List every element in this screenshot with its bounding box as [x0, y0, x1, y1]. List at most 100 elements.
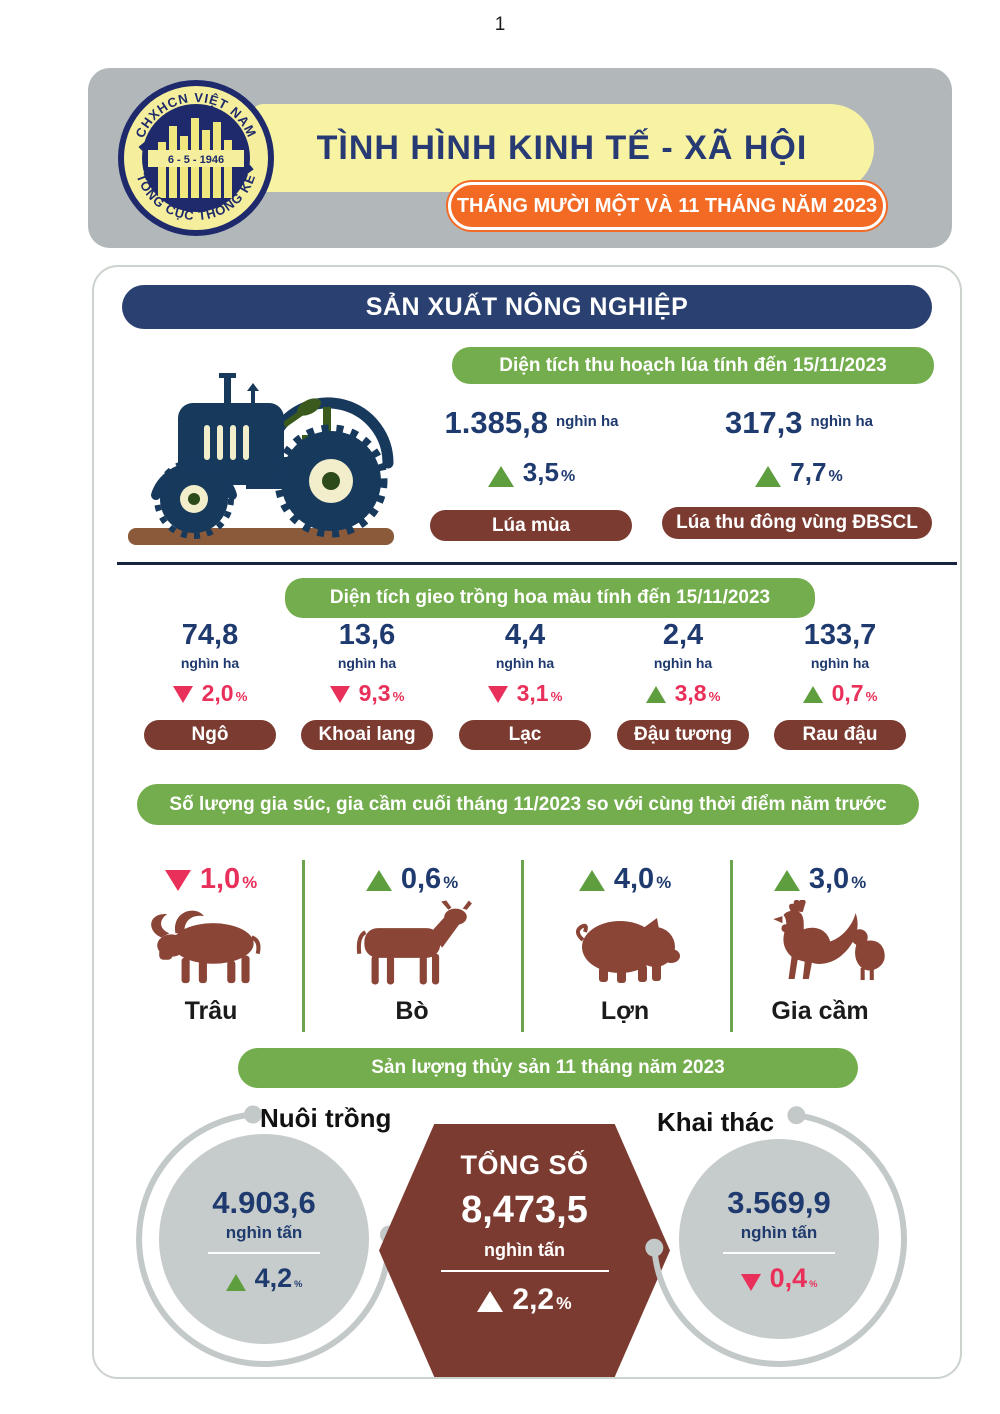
buffalo-icon — [151, 910, 261, 984]
divider — [440, 1270, 609, 1272]
aquaculture-circle: 4.903,6 nghìn tấn 4,2% — [159, 1134, 369, 1344]
crop-unit: nghìn ha — [810, 655, 870, 671]
crop-col-dau-tuong: 2,4 nghìn ha 3,8% Đậu tương — [603, 619, 763, 750]
percent-sign: % — [851, 873, 867, 892]
rice-change-row: 3,5% — [424, 457, 639, 488]
page-title: TÌNH HÌNH KINH TẾ - XÃ HỘI — [316, 128, 808, 167]
livestock-change: 1,0 — [199, 863, 241, 895]
cow-icon — [356, 900, 472, 985]
crop-label-pill: Lạc — [459, 720, 591, 750]
total-change: 2,2 — [512, 1283, 555, 1316]
poultry-icon — [773, 898, 885, 981]
livestock-change-row: 3,0% — [730, 863, 910, 896]
crops-badge-text: Diện tích gieo trồng hoa màu tính đến 15… — [329, 587, 771, 608]
percent-sign: % — [443, 873, 459, 892]
crop-unit: nghìn ha — [653, 655, 713, 671]
percent-sign: % — [392, 689, 405, 704]
livestock-name: Gia cầm — [771, 997, 869, 1025]
up-triangle-icon — [802, 686, 823, 704]
fishery-banner-text: Sản lượng thủy sản 11 tháng năm 2023 — [371, 1057, 725, 1078]
up-triangle-icon — [477, 1290, 504, 1312]
rice-change: 3,5 — [522, 457, 559, 487]
aquaculture-unit: nghìn tấn — [225, 1222, 303, 1242]
capture-change: 0,4 — [769, 1262, 808, 1293]
total-hexagon: TỔNG SỐ 8,473,5 nghìn tấn 2,2% — [379, 1124, 670, 1377]
livestock-banner: Số lượng gia súc, gia cầm cuối tháng 11/… — [137, 784, 919, 825]
crop-change-row: 9,3% — [287, 680, 447, 707]
livestock-col-gia-cam: 3,0% Gia cầm — [730, 863, 910, 1026]
up-triangle-icon — [755, 466, 782, 488]
crops-badge: Diện tích gieo trồng hoa màu tính đến 15… — [285, 578, 815, 618]
percent-sign: % — [556, 1293, 572, 1313]
rice-change-row: 7,7% — [669, 457, 929, 488]
crop-col-lac: 4,4 nghìn ha 3,1% Lạc — [445, 619, 605, 750]
crop-col-khoai-lang: 13,6 nghìn ha 9,3% Khoai lang — [287, 619, 447, 750]
gso-logo-icon: 6 - 5 - 1946 CHXHCN VIỆT NAM TỔNG CỤC TH… — [118, 80, 274, 236]
crop-change-row: 3,8% — [603, 680, 763, 707]
rice-badge-text: Diện tích thu hoạch lúa tính đến 15/11/2… — [499, 354, 887, 376]
crop-change-row: 2,0% — [130, 680, 290, 707]
rice-value-row: 1.385,8 nghìn ha — [424, 405, 639, 441]
crop-value: 133,7 — [803, 619, 877, 651]
divider — [208, 1251, 320, 1254]
percent-sign: % — [828, 468, 843, 485]
rice-badge: Diện tích thu hoạch lúa tính đến 15/11/2… — [452, 347, 934, 384]
progress-ring — [645, 1106, 907, 1367]
percent-sign: % — [708, 689, 721, 704]
livestock-change-row: 1,0% — [121, 863, 301, 896]
crop-unit: nghìn ha — [180, 655, 240, 671]
percent-sign: % — [235, 689, 248, 704]
aquaculture-change-row: 4,2% — [225, 1262, 302, 1294]
crop-col-ngo: 74,8 nghìn ha 2,0% Ngô — [130, 619, 290, 750]
percent-sign: % — [656, 873, 672, 892]
crop-value: 74,8 — [181, 619, 239, 651]
down-triangle-icon — [164, 869, 191, 891]
crop-label-pill: Đậu tương — [617, 720, 749, 750]
up-triangle-icon — [645, 686, 666, 704]
crop-change: 0,7 — [831, 680, 864, 706]
livestock-change-row: 4,0% — [535, 863, 715, 896]
total-value: 8,473,5 — [461, 1189, 588, 1231]
rice-value-row: 317,3 nghìn ha — [669, 405, 929, 441]
tractor-icon — [128, 373, 394, 545]
percent-sign: % — [809, 1278, 818, 1289]
down-triangle-icon — [740, 1273, 761, 1291]
livestock-name: Lợn — [600, 997, 650, 1025]
connector-dot — [244, 1105, 262, 1124]
livestock-change: 4,0 — [613, 863, 655, 895]
crop-change: 3,8 — [674, 680, 707, 706]
crop-change: 2,0 — [201, 680, 234, 706]
livestock-name: Trâu — [184, 997, 238, 1025]
up-triangle-icon — [773, 869, 800, 891]
down-triangle-icon — [172, 686, 193, 704]
livestock-name: Bò — [395, 997, 429, 1025]
capture-value: 3.569,9 — [727, 1184, 831, 1220]
capture-label: Khai thác — [657, 1107, 775, 1137]
rice-label-text: Lúa mùa — [491, 514, 571, 536]
capture-circle: 3.569,9 nghìn tấn 0,4% — [679, 1139, 879, 1339]
agriculture-card: SẢN XUẤT NÔNG NGHIỆP Diện tích thu hoạch… — [92, 265, 962, 1379]
rice-item-lua-thu-dong: 317,3 nghìn ha 7,7% — [669, 405, 929, 488]
total-unit: nghìn tấn — [484, 1240, 565, 1260]
divider — [730, 860, 733, 1032]
connector-dot — [645, 1238, 664, 1257]
livestock-banner-text: Số lượng gia súc, gia cầm cuối tháng 11/… — [169, 793, 887, 815]
percent-sign: % — [550, 689, 563, 704]
rice-change: 7,7 — [790, 457, 827, 487]
crop-change: 9,3 — [358, 680, 391, 706]
subtitle-badge: THÁNG MƯỜI MỘT VÀ 11 THÁNG NĂM 2023 — [448, 182, 886, 230]
crop-value: 4,4 — [504, 619, 546, 651]
livestock-change-row: 0,6% — [322, 863, 502, 896]
rice-item-lua-mua: 1.385,8 nghìn ha 3,5% — [424, 405, 639, 488]
crop-value: 2,4 — [662, 619, 704, 651]
title-banner: TÌNH HÌNH KINH TẾ - XÃ HỘI — [250, 104, 874, 192]
aquaculture-value: 4.903,6 — [212, 1184, 316, 1220]
aquaculture-label: Nuôi trồng — [260, 1103, 392, 1133]
aquaculture-change: 4,2 — [254, 1262, 293, 1293]
up-triangle-icon — [225, 1273, 246, 1291]
livestock-col-lon: 4,0% Lợn — [535, 863, 715, 1026]
percent-sign: % — [242, 873, 258, 892]
page-number: 1 — [494, 14, 506, 35]
crop-change-row: 0,7% — [760, 680, 920, 707]
